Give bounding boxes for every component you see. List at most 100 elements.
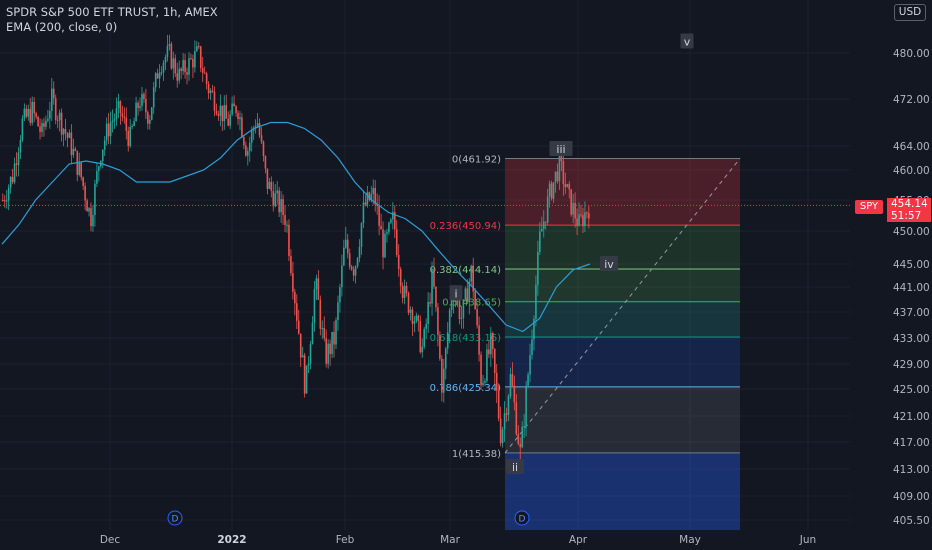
candle-body [490, 333, 492, 355]
candle-body [362, 202, 365, 224]
candle-body [203, 72, 206, 74]
candle-body [143, 93, 145, 100]
fib-zone [505, 268, 740, 302]
candle-body [296, 303, 298, 321]
candle-body [3, 200, 6, 202]
candle-body [501, 429, 504, 444]
candle-body [488, 349, 490, 355]
candle-body [137, 102, 139, 108]
wave-label-v[interactable]: v [684, 36, 691, 49]
candle-body [103, 140, 106, 150]
candle-body [578, 214, 580, 226]
candle-body [376, 204, 378, 206]
wave-label-box[interactable] [680, 33, 694, 49]
candle-body [395, 229, 398, 255]
wave-label-box[interactable] [449, 285, 463, 301]
candle-body [527, 374, 529, 386]
candle-body [546, 196, 549, 223]
candle-body [280, 199, 282, 213]
candle-body [384, 233, 386, 258]
candle-body [364, 202, 367, 205]
candle-body [158, 72, 161, 79]
candle-body [350, 266, 353, 270]
candle-body [62, 129, 65, 135]
candle-body [503, 413, 506, 430]
wave-label-i[interactable]: i [454, 287, 457, 300]
dividend-marker[interactable] [514, 510, 530, 526]
candle-body [537, 251, 539, 285]
candle-body [309, 344, 312, 364]
price-tick-label: 460.00 [893, 165, 930, 177]
candle-body [268, 181, 271, 189]
candle-body [156, 73, 159, 79]
time-axis[interactable]: Dec 2022 Feb Mar Apr May Jun [100, 534, 816, 546]
candle-body [552, 182, 555, 199]
candle-body [317, 278, 320, 300]
candle-body [98, 166, 100, 172]
price-axis[interactable]: 480.00472.00464.00460.00455.00450.00445.… [850, 0, 932, 550]
candle-body [252, 128, 255, 131]
fibonacci-retracement[interactable]: 0(461.92) 0.236(450.94) 0.382(444.14) 0.5(4… [430, 154, 741, 530]
candle-body [245, 145, 247, 156]
candle-body [54, 98, 57, 121]
candle-body [135, 102, 137, 122]
wave-label-box[interactable] [506, 458, 524, 474]
candle-body [572, 203, 574, 215]
candle-body [43, 123, 45, 127]
candle-body [566, 184, 569, 188]
candle-body [286, 224, 288, 226]
wave-label-box[interactable] [600, 256, 618, 271]
candle-body [541, 228, 543, 232]
candle-body [392, 212, 394, 220]
candle-body [584, 212, 586, 227]
candle-body [227, 118, 229, 126]
candle-body [507, 396, 510, 415]
candle-body [7, 187, 10, 201]
fib-trend-line [504, 158, 741, 454]
wave-label-iii[interactable]: iii [556, 143, 565, 156]
candle-body [68, 132, 71, 138]
candle-body [90, 208, 92, 227]
wave-label-box[interactable] [549, 141, 573, 156]
currency-button[interactable]: USD [894, 4, 926, 21]
time-tick-label: May [679, 534, 701, 546]
candle-body [64, 129, 67, 134]
candle-body [401, 285, 404, 298]
candle-body [292, 273, 294, 292]
candle-body [111, 120, 114, 123]
candle-body [544, 221, 547, 223]
candle-body [388, 222, 390, 233]
candle-body [321, 328, 324, 330]
candle-body [441, 358, 443, 393]
candle-body [556, 171, 559, 182]
indicator-label[interactable]: EMA (200, close, 0) [6, 20, 118, 34]
candle-body [78, 162, 81, 175]
candle-body [109, 122, 112, 137]
price-tick-label: 464.00 [893, 141, 930, 153]
candle-body [211, 90, 214, 92]
dividend-marker-label[interactable]: D [519, 515, 526, 525]
candle-body [297, 320, 300, 334]
candle-body [27, 108, 30, 117]
candle-body [160, 72, 163, 74]
candle-body [511, 374, 514, 386]
candle-body [448, 310, 451, 333]
candle-body [47, 118, 49, 121]
candle-body [335, 320, 337, 345]
candle-body [517, 434, 520, 444]
candle-body [217, 114, 220, 116]
candle-body [303, 355, 306, 394]
candle-body [435, 286, 437, 308]
candle-body [11, 176, 14, 183]
dividend-marker-label[interactable]: D [172, 515, 179, 525]
candle-body [548, 183, 551, 197]
candle-body [115, 108, 118, 120]
wave-label-iv[interactable]: iv [604, 258, 614, 271]
wave-label-ii[interactable]: ii [512, 461, 518, 474]
dividend-marker[interactable] [167, 510, 183, 526]
candle-body [576, 218, 578, 226]
symbol-title[interactable]: SPDR S&P 500 ETF TRUST, 1h, AMEX [6, 5, 218, 19]
